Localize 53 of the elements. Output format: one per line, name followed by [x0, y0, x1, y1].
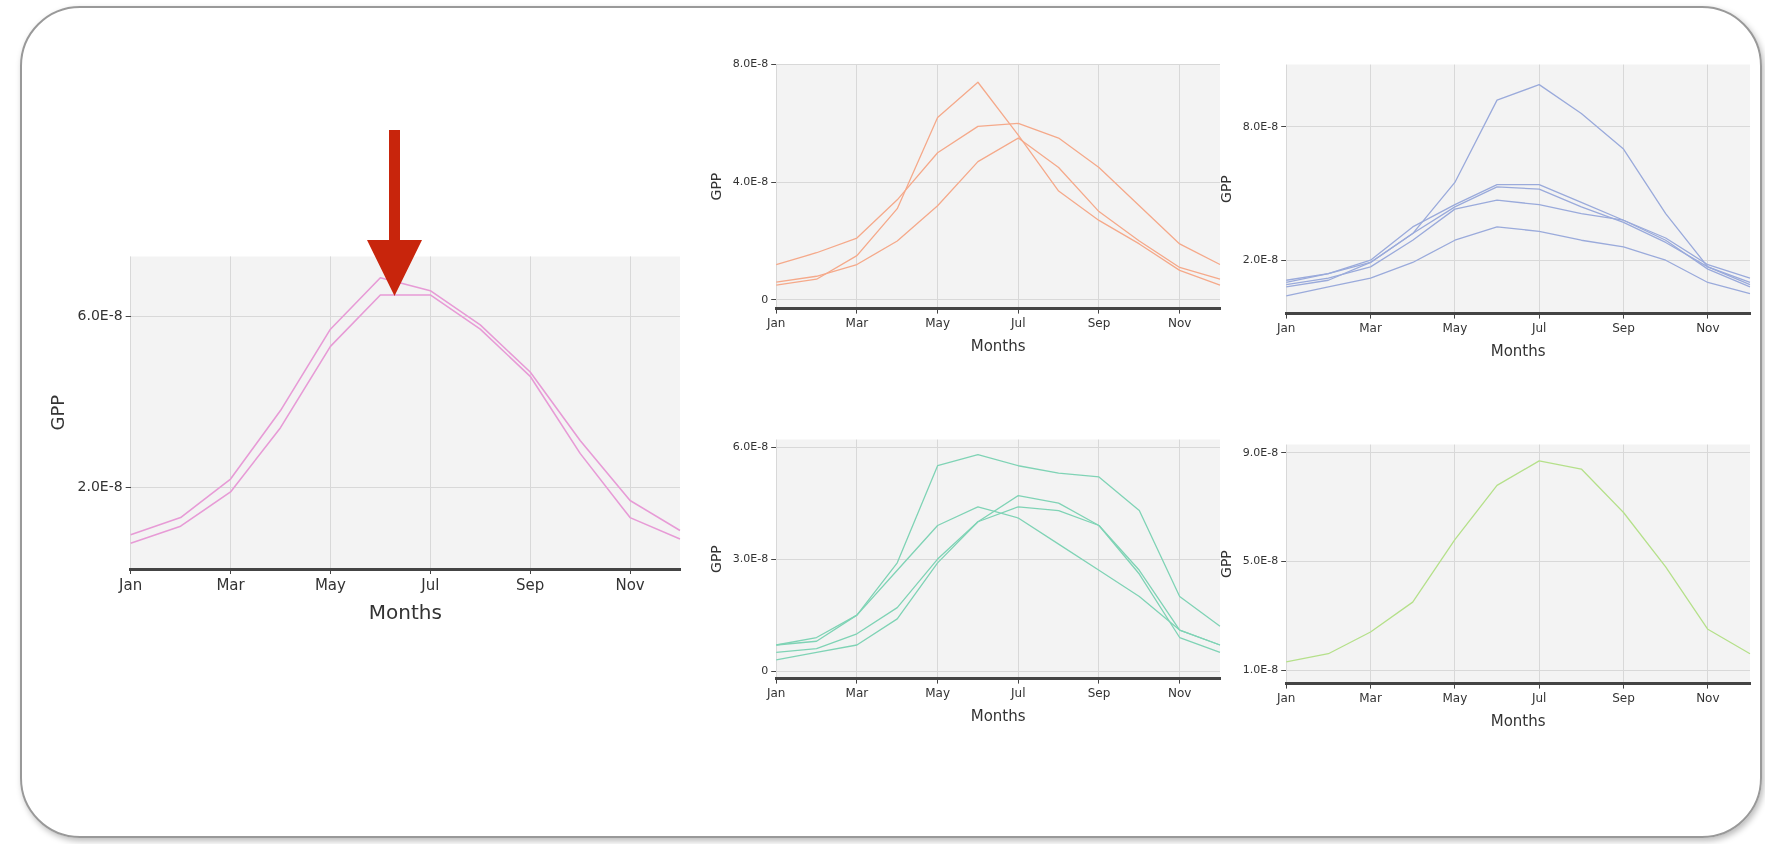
x-tick-label: Jan — [765, 685, 786, 700]
x-tick-label: Jul — [1530, 690, 1547, 705]
x-tick-label: Mar — [845, 315, 869, 330]
x-tick-label: Mar — [1359, 690, 1382, 705]
x-tick-label: Mar — [216, 575, 246, 594]
x-tick-label: Nov — [1167, 685, 1192, 700]
y-tick-label: 5.0E-8 — [1242, 554, 1279, 568]
y-axis-title: GPP — [1218, 550, 1235, 578]
y-axis-title: GPP — [1218, 175, 1235, 203]
x-tick-label: Jan — [118, 575, 143, 594]
x-tick-label: May — [1442, 320, 1468, 335]
x-tick-label: Jul — [1010, 315, 1026, 330]
x-tick-label: May — [314, 575, 347, 594]
x-tick-label: Sep — [1087, 315, 1111, 330]
y-tick-label: 4.0E-8 — [732, 175, 769, 189]
x-tick-label: Mar — [1359, 320, 1382, 335]
x-tick-label: Sep — [1612, 690, 1635, 705]
y-tick-label: 0 — [761, 663, 769, 677]
x-axis-title: Months — [970, 336, 1026, 355]
x-tick-label: Sep — [1612, 320, 1635, 335]
y-tick-label: 2.0E-8 — [1242, 253, 1279, 267]
x-tick-label: Jan — [765, 315, 786, 330]
x-axis-title: Months — [970, 706, 1026, 725]
y-tick-label: 8.0E-8 — [1242, 119, 1279, 133]
x-tick-label: Nov — [615, 575, 645, 594]
x-axis-title: Months — [1490, 341, 1546, 360]
x-tick-label: Jul — [1530, 320, 1547, 335]
x-tick-label: May — [925, 315, 950, 330]
y-axis-title: GPP — [47, 394, 69, 431]
y-tick-label: 3.0E-8 — [732, 551, 769, 565]
x-tick-label: Sep — [516, 575, 545, 594]
x-tick-label: Mar — [845, 685, 869, 700]
x-axis-title: Months — [368, 600, 442, 625]
x-tick-label: May — [1442, 690, 1468, 705]
y-tick-label: 0 — [761, 292, 769, 306]
y-tick-label: 2.0E-8 — [77, 478, 123, 495]
y-tick-label: 6.0E-8 — [77, 306, 123, 323]
x-tick-label: Sep — [1087, 685, 1111, 700]
y-tick-label: 8.0E-8 — [732, 57, 769, 71]
y-tick-label: 6.0E-8 — [732, 439, 769, 453]
x-tick-label: May — [925, 685, 950, 700]
x-tick-label: Nov — [1696, 690, 1720, 705]
x-tick-label: Jan — [1275, 320, 1296, 335]
x-tick-label: Jul — [1010, 685, 1026, 700]
y-axis-title: GPP — [708, 172, 725, 201]
y-axis-title: GPP — [708, 545, 725, 573]
x-tick-label: Jan — [1275, 690, 1296, 705]
x-tick-label: Nov — [1167, 315, 1192, 330]
x-tick-label: Nov — [1696, 320, 1720, 335]
x-axis-title: Months — [1490, 711, 1546, 730]
y-tick-label: 9.0E-8 — [1242, 445, 1279, 459]
y-tick-label: 1.0E-8 — [1242, 662, 1279, 676]
x-tick-label: Jul — [420, 575, 440, 594]
